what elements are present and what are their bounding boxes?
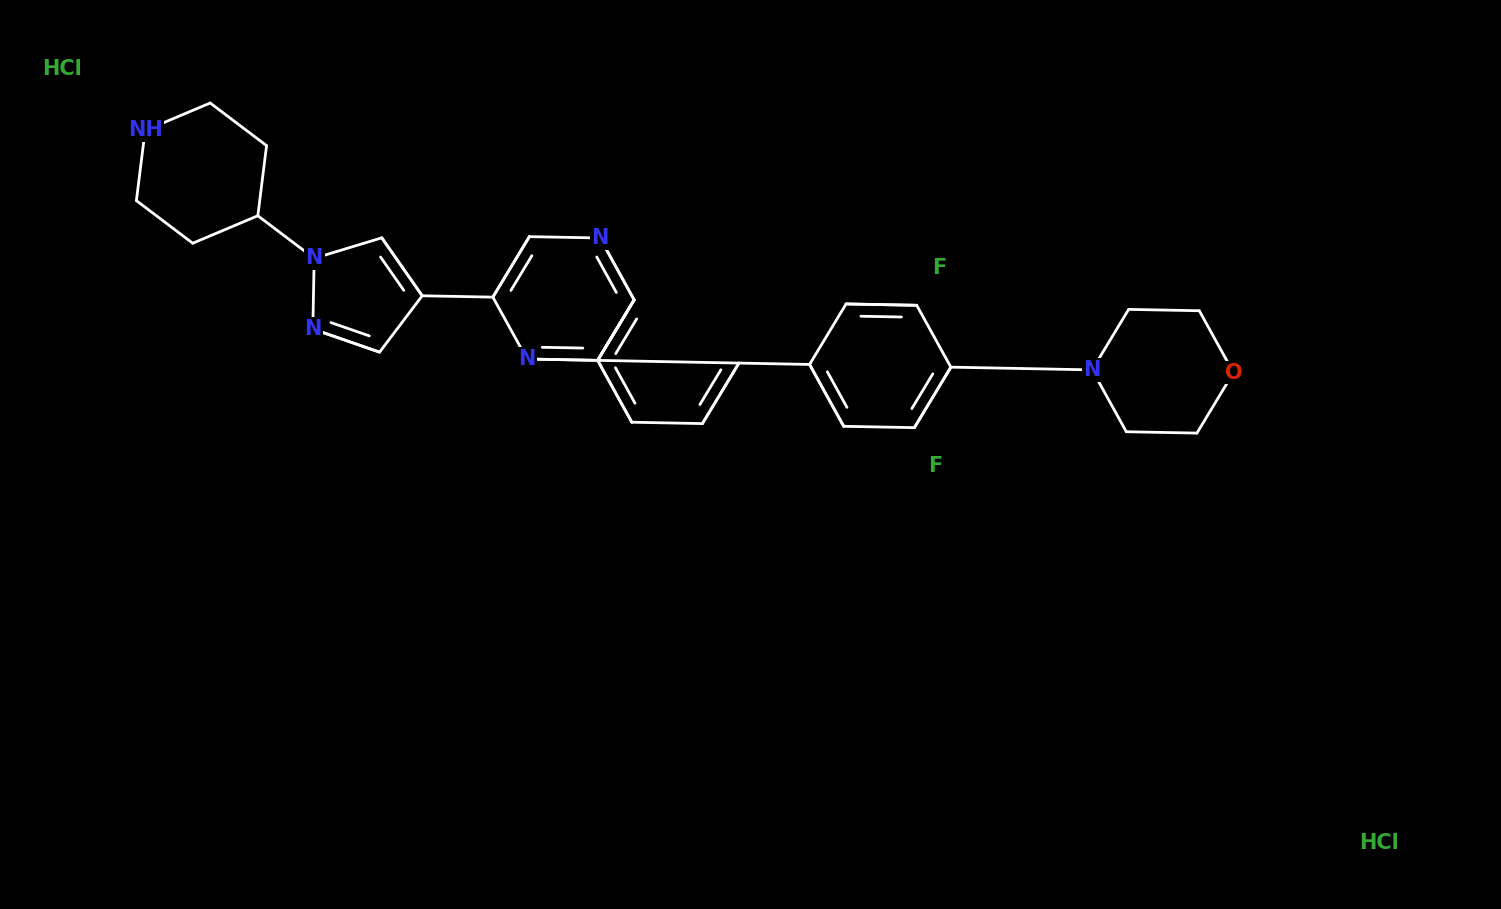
Text: F: F bbox=[929, 456, 943, 476]
Text: N: N bbox=[1084, 360, 1100, 380]
Text: HCl: HCl bbox=[42, 59, 81, 79]
Text: N: N bbox=[518, 349, 536, 369]
Text: N: N bbox=[305, 319, 321, 339]
Text: F: F bbox=[932, 258, 947, 278]
Text: N: N bbox=[591, 228, 609, 248]
Text: HCl: HCl bbox=[1360, 833, 1399, 853]
Text: O: O bbox=[1225, 363, 1243, 383]
Text: N: N bbox=[306, 248, 323, 268]
Text: NH: NH bbox=[128, 121, 162, 141]
